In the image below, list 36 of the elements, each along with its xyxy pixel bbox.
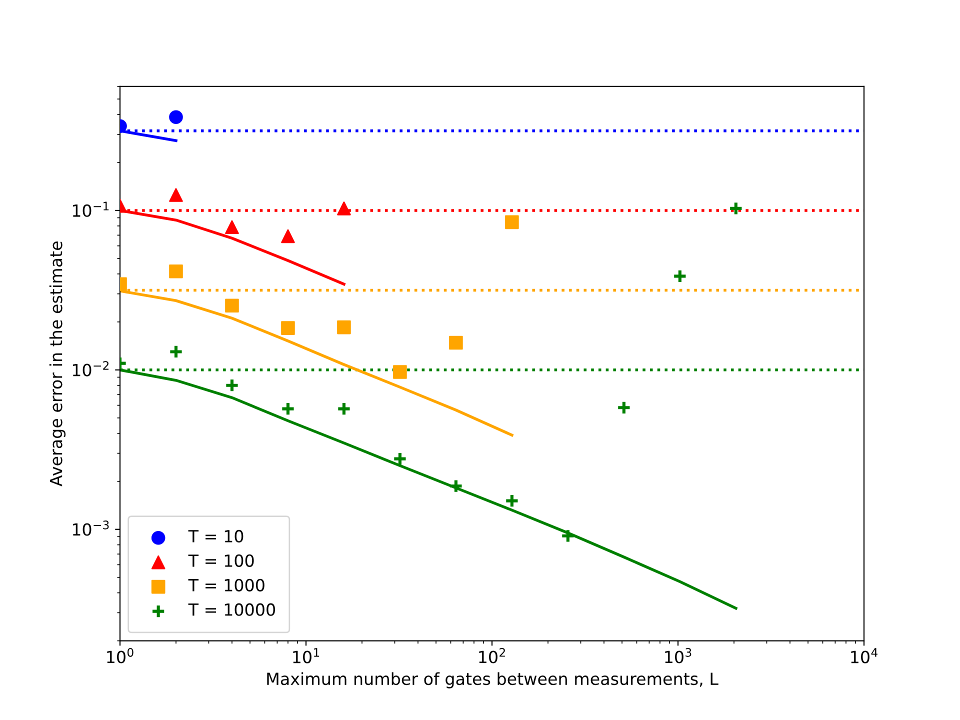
y-tick-label: 10$^{−3}$ bbox=[72, 520, 109, 536]
x-tick-label: 10$^{2}$ bbox=[479, 648, 505, 664]
x-tick-label: 10$^{0}$ bbox=[107, 648, 134, 664]
point bbox=[560, 528, 576, 544]
point bbox=[337, 202, 351, 216]
point bbox=[225, 298, 239, 313]
point bbox=[225, 220, 239, 234]
x-tick-label: 10$^{4}$ bbox=[851, 648, 878, 664]
point bbox=[168, 344, 184, 360]
legend-label: T = 1000 bbox=[188, 578, 264, 592]
x-tick-label: 10$^{1}$ bbox=[293, 648, 320, 664]
legend-label: T = 10 bbox=[188, 530, 244, 543]
point bbox=[505, 215, 519, 230]
point bbox=[169, 264, 183, 278]
point bbox=[336, 401, 352, 416]
point bbox=[281, 229, 295, 244]
y-tick-label: 10$^{−2}$ bbox=[72, 361, 109, 376]
y-axis-title: Average error in the estimate bbox=[49, 242, 66, 486]
y-tick-label: 10$^{−1}$ bbox=[72, 202, 109, 217]
legend-label: T = 10000 bbox=[188, 603, 275, 616]
point bbox=[449, 336, 463, 350]
point bbox=[281, 321, 295, 335]
point bbox=[224, 378, 240, 393]
point bbox=[169, 188, 183, 202]
point bbox=[393, 365, 407, 379]
point bbox=[616, 400, 632, 415]
point bbox=[392, 451, 408, 466]
x-tick-label: 10$^{3}$ bbox=[665, 648, 692, 664]
point bbox=[672, 268, 688, 284]
point bbox=[337, 320, 351, 334]
point bbox=[280, 401, 296, 416]
point bbox=[504, 493, 520, 508]
x-axis-title: Maximum number of gates between measurements, L bbox=[267, 672, 718, 688]
legend-label: T = 100 bbox=[188, 554, 254, 567]
point bbox=[728, 201, 744, 216]
point bbox=[448, 478, 464, 494]
